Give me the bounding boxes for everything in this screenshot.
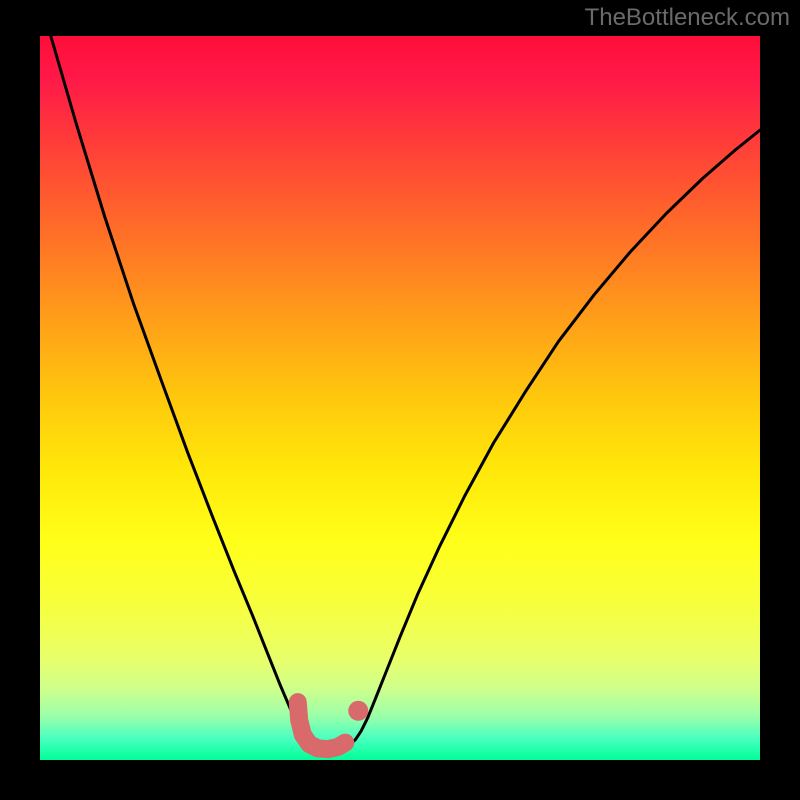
chart-container: TheBottleneck.com: [0, 0, 800, 800]
plot-area: [40, 36, 760, 760]
plot-svg: [40, 36, 760, 760]
highlight-marker-dot: [348, 701, 368, 721]
gradient-background: [40, 36, 760, 760]
watermark-text: TheBottleneck.com: [585, 4, 790, 32]
